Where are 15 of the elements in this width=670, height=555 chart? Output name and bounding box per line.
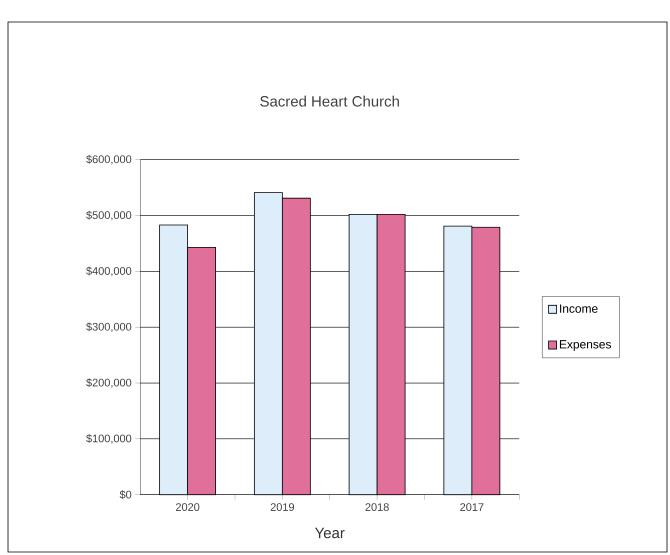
y-tick-label: $600,000 [86, 154, 132, 164]
y-tick-label: $400,000 [86, 266, 132, 276]
x-tick-label: 2018 [365, 503, 389, 511]
legend-label: Income [560, 304, 598, 313]
y-tick-label: $500,000 [86, 210, 132, 220]
y-tick-label: $300,000 [86, 322, 132, 332]
x-tick-label: 2017 [460, 503, 484, 511]
y-tick-label: $0 [120, 490, 132, 500]
y-tick-label: $200,000 [86, 378, 132, 388]
x-tick-label: 2019 [270, 503, 294, 511]
x-axis-title: Year [314, 528, 345, 538]
legend-label: Expenses [560, 340, 612, 351]
chart-title: Sacred Heart Church [260, 96, 399, 107]
x-tick-label: 2020 [176, 503, 200, 511]
y-tick-label: $100,000 [86, 434, 132, 444]
